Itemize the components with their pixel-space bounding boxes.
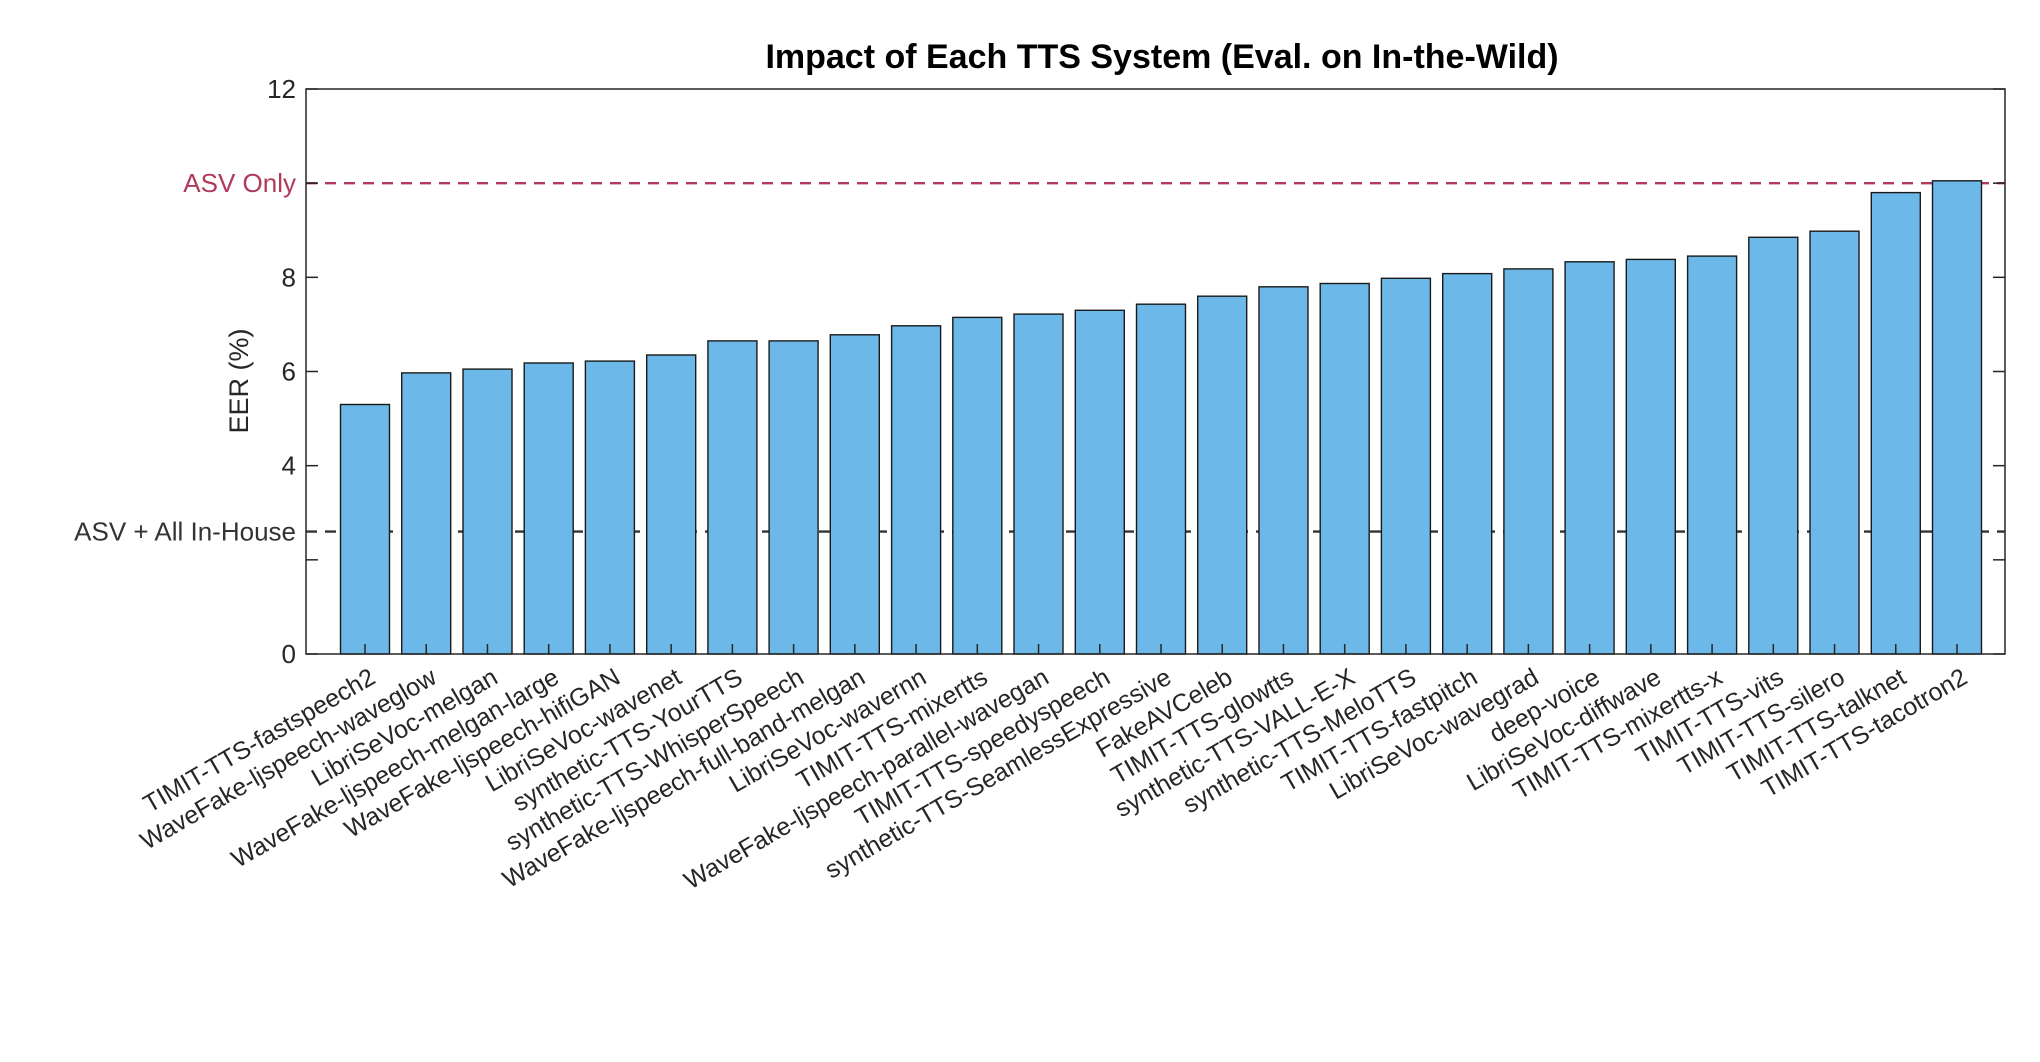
- x-tick-labels: TIMIT-TTS-fastspeech2WaveFake-ljspeech-w…: [136, 644, 1972, 895]
- bar-7: [707, 340, 758, 655]
- plot-frame: [305, 88, 2006, 655]
- y-tick-label-12: 12: [267, 74, 296, 104]
- y-tick-label-8: 8: [282, 262, 296, 292]
- bar-27: [1931, 180, 1983, 655]
- bar-13: [1074, 309, 1126, 655]
- bar-17: [1319, 282, 1370, 655]
- bar-19: [1441, 272, 1493, 655]
- y-tick-label-6: 6: [282, 357, 296, 387]
- bar-8: [768, 340, 819, 655]
- bar-4: [523, 362, 574, 655]
- y-tick-label-4: 4: [282, 451, 296, 481]
- bar-9: [829, 334, 880, 655]
- bar-11: [952, 316, 1003, 655]
- reference-line-label-2: ASV + All In-House: [74, 517, 296, 547]
- bar-20: [1503, 268, 1554, 655]
- bar-6: [646, 354, 697, 655]
- bar-12: [1013, 313, 1064, 655]
- bar-16: [1258, 286, 1309, 655]
- bar-24: [1748, 236, 1799, 655]
- y-axis-title: EER (%): [224, 328, 254, 433]
- bar-23: [1686, 255, 1738, 655]
- bar-18: [1380, 277, 1432, 655]
- bars-group: [339, 180, 1983, 655]
- bar-5: [584, 360, 636, 655]
- bar-2: [401, 372, 452, 655]
- y-tick-label-0: 0: [282, 639, 296, 669]
- bar-22: [1625, 258, 1677, 655]
- y-axis: 0 4 6 8 12: [267, 74, 2005, 669]
- bar-14: [1135, 303, 1187, 655]
- bar-25: [1809, 230, 1860, 655]
- bar-1: [339, 403, 391, 655]
- reference-line-label-1: ASV Only: [183, 168, 296, 198]
- chart-title: Impact of Each TTS System (Eval. on In-t…: [765, 38, 1558, 76]
- bar-21: [1564, 261, 1615, 655]
- bar-3: [462, 368, 513, 655]
- bar-10: [890, 325, 942, 655]
- bar-15: [1196, 295, 1248, 655]
- bar-26: [1870, 191, 1922, 655]
